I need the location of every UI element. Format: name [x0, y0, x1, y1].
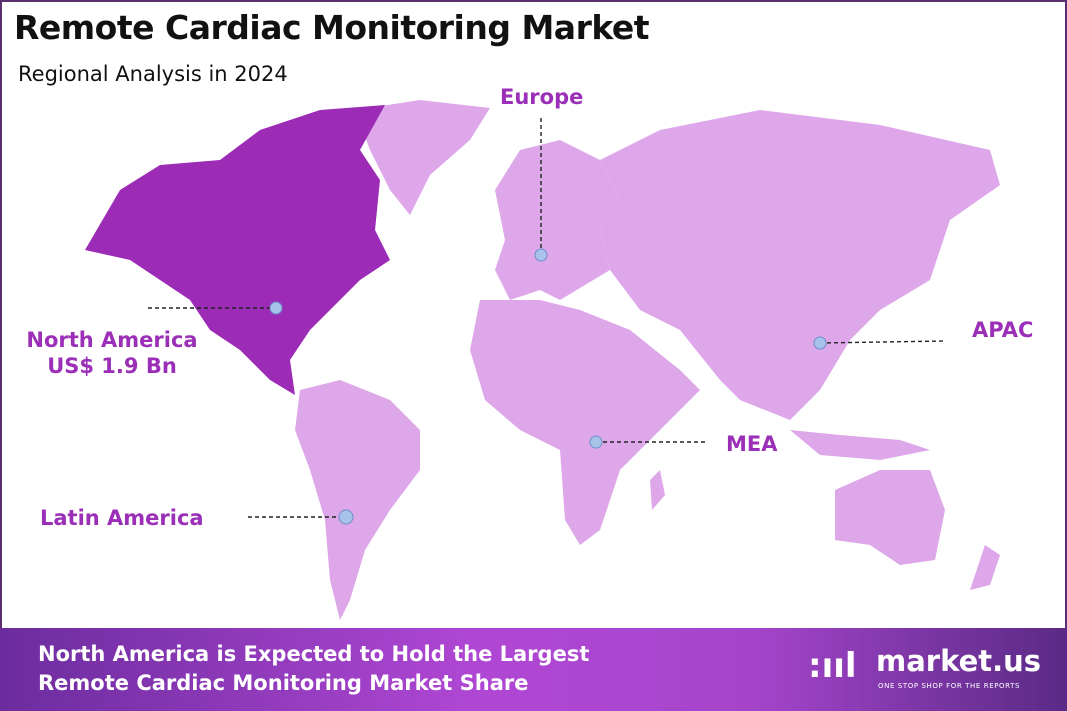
- marker-latin-america: [338, 509, 354, 525]
- region-europe: [495, 140, 620, 300]
- label-europe: Europe: [500, 85, 584, 109]
- region-asia: [600, 110, 1000, 420]
- region-south-america: [295, 380, 420, 620]
- region-name: North America: [26, 328, 198, 352]
- region-africa: [470, 300, 700, 545]
- region-greenland: [355, 100, 490, 215]
- label-apac: APAC: [972, 318, 1034, 342]
- region-value: US$ 1.9 Bn: [47, 354, 177, 378]
- banner-line-1: North America is Expected to Hold the La…: [38, 642, 590, 666]
- marker-north-america: [269, 301, 283, 315]
- region-new-zealand: [970, 545, 1000, 590]
- label-mea: MEA: [726, 432, 778, 456]
- footer-banner: North America is Expected to Hold the La…: [0, 628, 1067, 711]
- marker-europe: [534, 248, 548, 262]
- market-us-logo: :ııl market.us ONE STOP SHOP FOR THE REP…: [808, 644, 1048, 696]
- banner-line-2: Remote Cardiac Monitoring Market Share: [38, 671, 529, 695]
- logo-mark-icon: :ııl: [808, 646, 857, 686]
- page-subtitle: Regional Analysis in 2024: [18, 62, 288, 86]
- marker-apac: [813, 336, 827, 350]
- region-indonesia: [790, 430, 930, 460]
- region-north-america: [85, 105, 390, 395]
- region-australia: [835, 470, 945, 565]
- logo-tagline: ONE STOP SHOP FOR THE REPORTS: [878, 682, 1021, 690]
- label-north-america: North America US$ 1.9 Bn: [12, 327, 212, 379]
- page-title: Remote Cardiac Monitoring Market: [14, 8, 650, 47]
- label-latin-america: Latin America: [40, 506, 204, 530]
- banner-text: North America is Expected to Hold the La…: [38, 640, 589, 698]
- logo-name: market.us: [876, 644, 1042, 678]
- region-madagascar: [650, 470, 665, 510]
- marker-mea: [589, 435, 603, 449]
